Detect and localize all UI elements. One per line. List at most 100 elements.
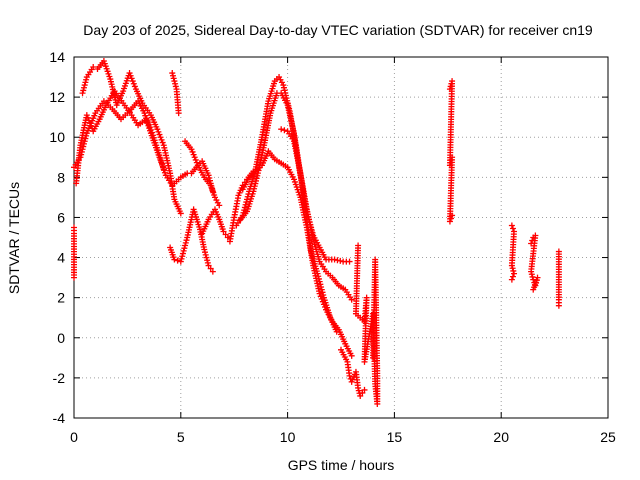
y-tick-label: -4 [53,410,66,426]
data-point [182,242,189,249]
data-point [243,199,250,206]
data-point [83,76,90,83]
data-point [242,201,249,208]
data-point [220,228,227,235]
data-point [177,258,184,265]
data-point [177,210,184,217]
data-point [145,121,152,128]
data-point [318,296,325,303]
data-point [183,237,190,244]
data-point [169,70,176,77]
grid [74,57,608,418]
data-point [241,207,248,214]
data-point [207,265,214,272]
data-point [205,172,212,179]
data-point [148,129,155,136]
data-point [202,251,209,258]
data-point [81,82,88,89]
data-point [160,166,167,173]
data-point [370,354,377,361]
data-point [206,177,213,184]
data-point [508,262,515,269]
data-point [334,257,341,264]
data-point [172,80,179,87]
data-point [203,254,210,261]
data-point [147,126,154,133]
data-point [321,304,328,311]
data-point [156,131,163,138]
data-point [278,126,285,133]
data-point [82,79,89,86]
data-point [178,255,185,262]
data-point [190,151,197,158]
data-point [316,290,323,297]
y-tick-label: 2 [57,290,65,306]
data-point [346,372,353,379]
data-point [355,387,362,394]
data-point [528,268,535,275]
x-tick-label: 5 [177,429,185,445]
data-point [159,160,166,167]
data-point [169,72,176,79]
data-point [510,267,517,274]
data-point [208,183,215,190]
data-point [128,75,135,82]
data-point [90,64,97,71]
data-point [126,70,133,77]
data-point [189,148,196,155]
data-point [331,256,338,263]
data-point [82,135,89,142]
data-point [346,258,353,265]
data-point [209,185,216,192]
data-point [361,386,368,393]
data-point [181,245,188,252]
data-point [182,239,189,246]
y-tick-label: 12 [49,89,65,105]
y-tick-label: 14 [49,49,65,65]
data-point [157,134,164,141]
data-point [509,273,516,280]
data-point [530,286,537,293]
data-point [204,257,211,264]
data-point [359,389,366,396]
y-axis-label: SDTVAR / TECUs [6,182,22,294]
data-point [446,218,453,225]
plot-frame [73,56,609,419]
data-point [204,259,211,266]
data-point [171,256,178,263]
data-point [158,157,165,164]
y-tick-label: 10 [49,129,65,145]
data-point [317,293,324,300]
data-point [81,138,88,145]
data-point [216,202,223,209]
data-point [555,302,562,309]
data-point [79,90,86,97]
data-point [83,132,90,139]
axis-ticks: 0 5 10 15 20 25 -4 -2 0 2 4 6 8 10 12 14 [49,49,616,445]
data-points [71,58,562,407]
x-axis-label: GPS time / hours [288,457,395,473]
data-point [80,140,87,147]
data-point [159,139,166,146]
data-point [508,276,515,283]
data-point [209,268,216,275]
data-point [201,246,208,253]
data-point [83,112,90,119]
data-point [131,83,138,90]
data-point [355,384,362,391]
data-point [179,253,186,260]
data-point [337,257,344,264]
y-tick-label: 0 [57,330,65,346]
data-point [448,215,455,222]
x-tick-label: 15 [387,429,403,445]
data-point [511,270,518,277]
data-point [156,152,163,159]
data-point [509,225,516,232]
data-point [158,136,165,143]
data-point [205,262,212,269]
data-point [348,352,355,359]
data-point [80,87,87,94]
data-point [130,80,137,87]
data-point [171,78,178,85]
data-point [449,212,456,219]
